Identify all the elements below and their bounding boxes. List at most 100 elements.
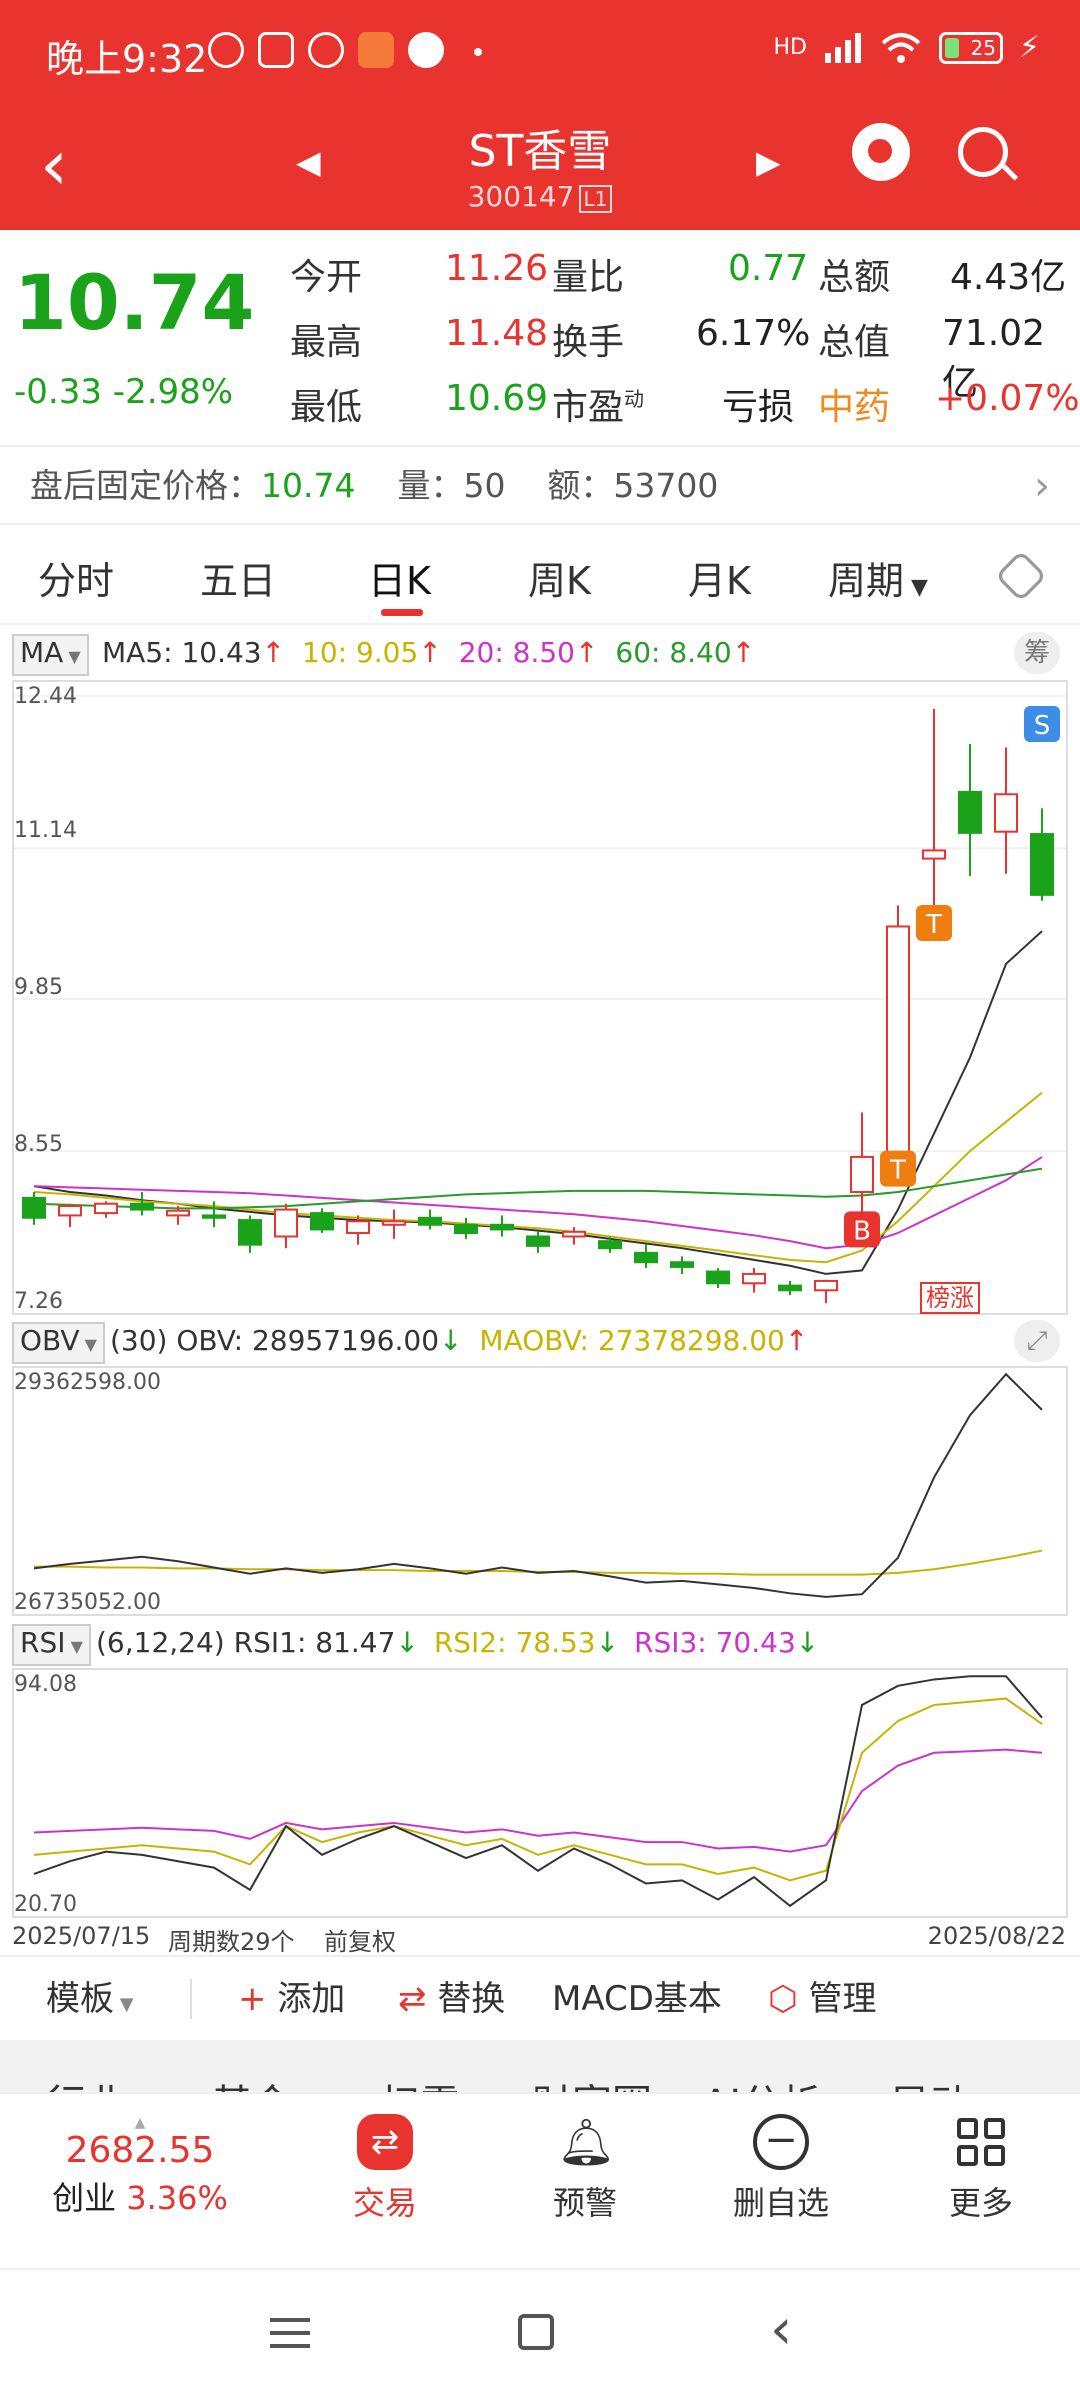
- divider: [190, 1979, 192, 2019]
- sell-marker-label: S: [1034, 711, 1051, 741]
- obv-values: (30) OBV: 28957196.00↓ MAOBV: 27378298.0…: [110, 1318, 808, 1364]
- replace-label: 替换: [437, 1979, 506, 2019]
- adjust-mode[interactable]: 前复权: [324, 1928, 396, 1956]
- add-label: 添加: [277, 1979, 346, 2019]
- ma20-value: 20: 8.50: [458, 636, 575, 669]
- market-cap-label: 总值: [818, 322, 891, 363]
- sector-name[interactable]: 中药: [818, 387, 891, 428]
- wifi-icon: [881, 32, 921, 63]
- obv-chart[interactable]: 29362598.00 26735052.00: [12, 1366, 1068, 1616]
- category-ai-analysis[interactable]: AI分析: [702, 2072, 821, 2092]
- candle-body: [706, 1270, 730, 1285]
- chevron-right-icon[interactable]: ›: [1034, 463, 1050, 509]
- candle-body: [166, 1209, 190, 1217]
- tab-five-day[interactable]: 五日: [200, 559, 277, 603]
- nfc-icon: [258, 32, 294, 68]
- start-date: 2025/07/15: [12, 1922, 151, 1950]
- manage-label: 管理: [808, 1979, 877, 2019]
- expand-icon[interactable]: ⤢: [1014, 1320, 1060, 1362]
- add-indicator-button[interactable]: + 添加: [238, 1957, 345, 2042]
- period-tabs: 分时 五日 日K 周K 月K 周期 ▼: [0, 525, 1080, 625]
- down-arrow-icon: ↓: [395, 1626, 419, 1659]
- nav-trade[interactable]: ⇄ 交易: [310, 2114, 460, 2224]
- nav-remove-watchlist[interactable]: − 删自选: [706, 2114, 856, 2224]
- after-hours-vol: 50: [463, 466, 506, 505]
- chart-settings-icon[interactable]: [994, 549, 1048, 603]
- recent-apps-icon[interactable]: [270, 2318, 310, 2348]
- template-dropdown[interactable]: 模板 ▼: [46, 1957, 134, 2047]
- candle-body: [346, 1220, 370, 1234]
- trade-marker-t2-label: T: [925, 910, 942, 940]
- obv-y-top: 29362598.00: [14, 1370, 161, 1395]
- pe-value: 亏损: [722, 387, 795, 428]
- buy-marker-label: B: [853, 1216, 871, 1246]
- tab-weekly-k[interactable]: 周K: [528, 559, 591, 603]
- candle-body: [310, 1212, 334, 1231]
- up-arrow-icon: ↑: [575, 636, 599, 669]
- stock-header: ‹ ◀ ST香雪 300147 L1 ▶: [0, 105, 1080, 230]
- home-icon[interactable]: [518, 2314, 554, 2350]
- template-label: 模板: [46, 1979, 114, 2019]
- change-value: -0.33: [14, 372, 102, 412]
- back-nav-icon[interactable]: ‹: [770, 2297, 793, 2362]
- after-hours-row[interactable]: 盘后固定价格：10.74 量：50 额：53700 ›: [0, 445, 1080, 525]
- y-label-top: 12.44: [14, 684, 77, 709]
- low-label: 最低: [290, 387, 363, 428]
- candle-body: [238, 1219, 262, 1246]
- macd-basic-button[interactable]: MACD基本: [552, 1979, 722, 2019]
- tab-daily-k[interactable]: 日K: [368, 559, 431, 603]
- manage-indicators-button[interactable]: ⬡ 管理: [768, 1957, 877, 2042]
- obv-tag-label: OBV: [20, 1324, 80, 1357]
- charging-icon: ⚡: [1018, 30, 1040, 65]
- category-movement[interactable]: 异动: [890, 2072, 970, 2092]
- tab-intraday[interactable]: 分时: [38, 559, 115, 603]
- level-badge: L1: [578, 185, 613, 213]
- rsi-chart[interactable]: 94.08 20.70: [12, 1668, 1068, 1918]
- pe-dynamic-sup: 动: [624, 387, 645, 411]
- nav-alert[interactable]: 🔔︎ 预警: [510, 2114, 660, 2224]
- period-count: 周期数29个: [168, 1928, 295, 1956]
- replace-indicator-button[interactable]: ⇄ 替换: [398, 1957, 505, 2042]
- tab-monthly-k[interactable]: 月K: [688, 559, 751, 603]
- status-bar: 晚上9:32 HD 25 ⚡: [0, 0, 1080, 105]
- category-wealth-circle[interactable]: 财富圈: [532, 2072, 652, 2092]
- index-name: 创业: [52, 2179, 117, 2217]
- obv-indicator-selector[interactable]: OBV ▼: [12, 1322, 105, 1364]
- search-icon[interactable]: [958, 127, 1008, 177]
- nav-more[interactable]: 更多: [906, 2114, 1056, 2224]
- candle-body: [418, 1216, 442, 1226]
- up-arrow-icon: ↑: [261, 636, 286, 669]
- category-minesweep[interactable]: 扫雷: [380, 2072, 460, 2092]
- caret-down-icon: ▼: [79, 1335, 97, 1354]
- mascot-assistant-icon[interactable]: [852, 123, 910, 181]
- swap-icon: ⇄: [398, 1979, 427, 2019]
- amount-label: 总额: [818, 257, 891, 298]
- index-ticker[interactable]: ▲ 2682.55 创业 3.36%: [40, 2116, 240, 2219]
- rsi-indicator-selector[interactable]: RSI ▼: [12, 1624, 91, 1666]
- change-percent: -2.98%: [112, 372, 234, 412]
- after-hours-amt: 53700: [613, 466, 719, 505]
- chip-distribution-button[interactable]: 筹: [1014, 632, 1060, 674]
- rsi1-value: RSI1: 81.47: [233, 1626, 396, 1659]
- nav-more-label: 更多: [948, 2184, 1013, 2222]
- obv-value: OBV: 28957196.00: [176, 1324, 440, 1357]
- ma5-line: [33, 930, 1043, 1275]
- ma10-value: 10: 9.05: [302, 636, 419, 669]
- turnover-label: 换手: [552, 322, 625, 363]
- trade-marker-t1-label: T: [889, 1156, 906, 1186]
- pe-label: 市盈动: [552, 378, 644, 430]
- category-fund[interactable]: 基金: [212, 2072, 292, 2092]
- pe-label-text: 市盈: [552, 387, 625, 428]
- ma-indicator-selector[interactable]: MA ▼: [12, 634, 89, 676]
- rank-badge[interactable]: 榜涨: [920, 1282, 980, 1314]
- candle-body: [490, 1223, 514, 1231]
- category-industry[interactable]: 行业: [46, 2072, 126, 2092]
- y-label-bottom: 7.26: [14, 1289, 63, 1314]
- tab-period-dropdown[interactable]: 周期 ▼: [828, 550, 928, 605]
- back-icon[interactable]: ‹: [40, 124, 68, 206]
- prev-stock-icon[interactable]: ◀: [296, 143, 321, 181]
- next-stock-icon[interactable]: ▶: [756, 143, 781, 181]
- battery-icon: 25: [938, 31, 1003, 64]
- stock-name: ST香雪: [468, 126, 612, 177]
